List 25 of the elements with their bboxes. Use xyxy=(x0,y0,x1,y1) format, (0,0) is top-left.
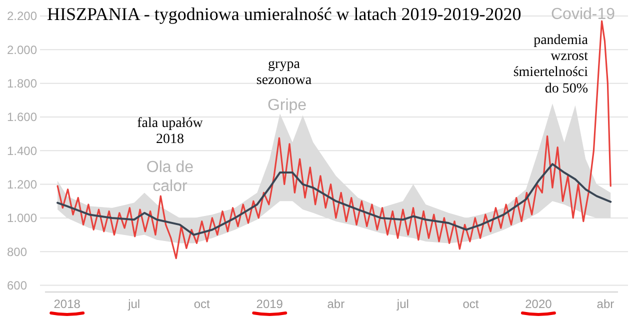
y-tick-label: 1.000 xyxy=(7,211,38,226)
annotation: Covid-19 xyxy=(550,6,616,23)
x-tick-label: oct xyxy=(194,297,211,311)
y-tick-label: 2.200 xyxy=(7,9,38,24)
x-tick-label: abr xyxy=(327,297,345,311)
annotation: fala upałów 2018 xyxy=(137,116,204,148)
y-tick-label: 1.800 xyxy=(7,76,38,91)
y-tick-label: 800 xyxy=(7,244,28,259)
x-tick-label: jul xyxy=(396,297,409,311)
x-tick-label: 2020 xyxy=(525,297,552,311)
y-tick-label: 1.400 xyxy=(7,144,38,158)
y-tick-label: 1.600 xyxy=(7,110,38,124)
chart-title: HISZPANIA - tygodniowa umieralność w latach 2019-2019-2020 xyxy=(47,4,522,24)
x-tick-label: 2018 xyxy=(54,297,81,311)
x-tick-label: jul xyxy=(127,297,140,311)
y-tick-label: 600 xyxy=(7,278,28,292)
annotation: pandemia wzrost śmiertelności do 50% xyxy=(513,33,589,96)
x-tick-label: 2019 xyxy=(256,297,284,311)
y-tick-label: 2.000 xyxy=(7,42,38,57)
annotation: grypa sezonowa xyxy=(256,57,312,88)
x-tick-label: abr xyxy=(596,297,614,311)
y-tick-label: 1.200 xyxy=(7,177,38,192)
x-tick-label: oct xyxy=(462,297,480,311)
annotation: Ola de calor xyxy=(146,159,194,196)
annotation: Gripe xyxy=(267,97,307,114)
